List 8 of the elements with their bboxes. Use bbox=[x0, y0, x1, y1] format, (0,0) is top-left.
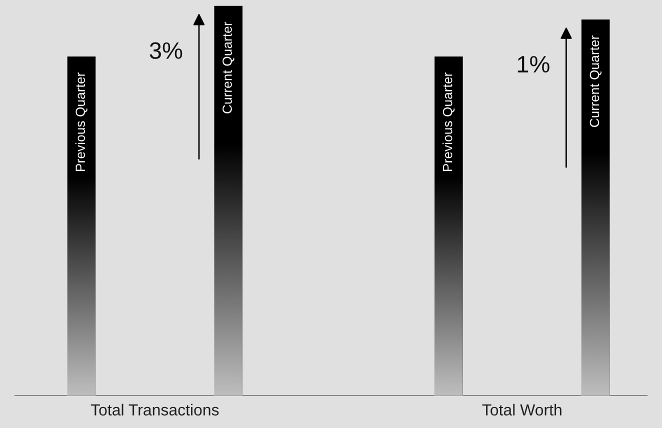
series-label: Current Quarter bbox=[590, 36, 602, 128]
x-tick-label: Total Transactions bbox=[90, 404, 219, 416]
text: Previous Quarter bbox=[75, 72, 88, 171]
annotation: 1% bbox=[518, 56, 550, 72]
series-label: Previous Quarter bbox=[442, 72, 455, 171]
text: Current Quarter bbox=[222, 22, 234, 114]
x-tick-label: Total Worth bbox=[482, 404, 562, 416]
annotation: 3% bbox=[150, 42, 182, 59]
